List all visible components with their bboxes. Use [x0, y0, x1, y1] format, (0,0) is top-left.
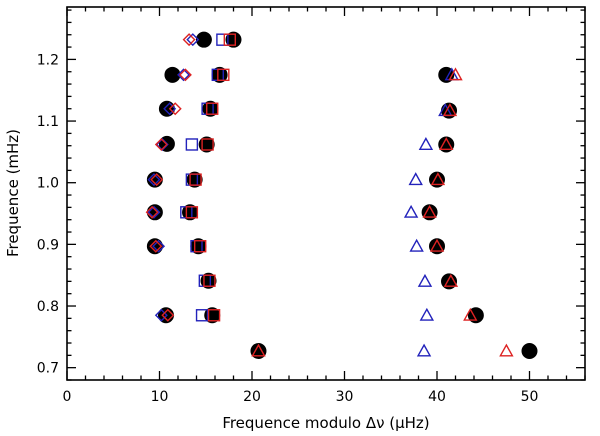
triangle-marker [463, 307, 478, 321]
circle-marker [438, 136, 455, 153]
tick-labels: 0 10 20 30 40 50 0.7 0.8 0.9 1.0 1.1 1.2 [37, 52, 539, 405]
triangle-marker [417, 273, 433, 287]
y-tick-label: 1.0 [37, 176, 59, 192]
triangle-marker [499, 343, 514, 357]
circle-marker [521, 343, 538, 360]
diamond-marker [145, 205, 159, 219]
diamond-marker [177, 68, 191, 82]
circle-marker [421, 204, 438, 221]
triangle-marker [418, 137, 434, 150]
diamond-marker [161, 308, 175, 322]
triangle-marker [439, 137, 454, 150]
square-marker [207, 309, 221, 322]
triangle-marker [448, 67, 463, 81]
square-marker [195, 309, 209, 322]
x-tick-label: 20 [243, 389, 261, 405]
x-axis-title: Frequence modulo Δν (μHz) [222, 414, 429, 432]
diamond-marker [147, 205, 161, 219]
square-marker [203, 274, 216, 287]
triangle-marker [442, 103, 458, 117]
square-marker [216, 33, 229, 46]
circle-marker [158, 100, 175, 117]
triangle-marker [251, 343, 266, 357]
triangle-marker [429, 238, 445, 252]
diamond-marker [147, 173, 161, 187]
diamond-marker [163, 102, 177, 116]
circle-marker [429, 238, 445, 255]
square-marker [217, 68, 230, 82]
diamond-marker [186, 33, 200, 47]
y-tick-label: 1.1 [37, 114, 59, 130]
y-tick-label: 0.8 [37, 299, 59, 315]
triangle-marker [408, 172, 423, 186]
diamond-marker [149, 239, 163, 253]
square-marker [206, 102, 219, 115]
data-markers [145, 31, 538, 360]
square-marker [185, 206, 199, 219]
triangle-marker [409, 238, 424, 252]
diamond-marker [154, 137, 168, 151]
x-tick-label: 0 [63, 389, 72, 405]
triangle-marker [416, 343, 432, 357]
triangle-marker [443, 273, 459, 287]
x-tick-label: 50 [521, 389, 539, 405]
x-tick-label: 30 [336, 389, 354, 405]
triangle-marker [422, 204, 437, 218]
circle-marker [195, 31, 212, 48]
y-tick-label: 0.9 [37, 237, 59, 253]
diamond-marker [150, 173, 164, 187]
circle-marker [186, 171, 203, 188]
square-marker [193, 240, 207, 253]
triangle-marker [403, 204, 419, 218]
y-tick-label: 1.2 [37, 52, 59, 68]
axis-ticks [66, 7, 586, 381]
circle-marker [198, 136, 215, 153]
plot-frame [66, 6, 586, 381]
circle-marker [250, 343, 267, 360]
square-marker [201, 138, 214, 151]
triangle-marker [430, 172, 446, 186]
square-marker [185, 138, 199, 151]
x-tick-label: 40 [428, 389, 446, 405]
diamond-marker [182, 33, 196, 47]
square-marker [223, 33, 237, 46]
diamond-marker [178, 68, 192, 82]
y-tick-label: 0.7 [37, 361, 59, 377]
diamond-marker [168, 102, 182, 116]
circle-marker [146, 238, 163, 255]
y-axis-title: Frequence (mHz) [4, 129, 22, 257]
circle-marker [200, 272, 217, 289]
square-marker [189, 173, 202, 186]
circle-marker [225, 31, 242, 48]
diamond-marker [152, 239, 166, 253]
triangle-marker [419, 307, 435, 321]
x-tick-label: 10 [151, 389, 169, 405]
